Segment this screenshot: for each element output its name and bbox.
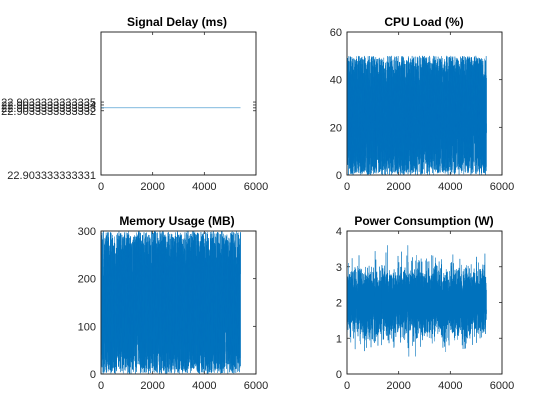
y-tick-label: 22.9033333333333 [1, 103, 96, 115]
y-tick-label: 20 [330, 122, 342, 134]
x-tick-label: 2000 [386, 181, 410, 193]
x-tick-label: 6000 [490, 380, 514, 392]
y-tick-label: 300 [78, 226, 96, 238]
x-tick-label: 2000 [386, 380, 410, 392]
y-tick-label: 4 [336, 226, 342, 238]
panel-power-consumption: Power Consumption (W) 0 2000 4000 6000 0 1 2 3 4 [336, 214, 514, 392]
axes-frame [100, 31, 257, 176]
x-tick-label: 6000 [244, 380, 268, 392]
axes-frame [346, 230, 503, 375]
x-tick-label: 2000 [140, 380, 164, 392]
axes-frame [346, 31, 503, 176]
series-line [100, 230, 241, 375]
y-tick-label: 2 [336, 298, 342, 310]
x-tick-label: 4000 [438, 380, 462, 392]
x-tick-label: 4000 [192, 181, 216, 193]
y-tick-label: 22.9033333333332 [1, 106, 96, 118]
y-tick-label: 0 [90, 369, 96, 381]
x-tick-label: 0 [344, 380, 350, 392]
y-tick-label: 0 [336, 369, 342, 381]
chart-title: CPU Load (%) [384, 15, 463, 29]
y-tick-label: 40 [330, 75, 342, 87]
x-tick-label: 4000 [192, 380, 216, 392]
y-tick-label: 1 [336, 333, 342, 345]
y-tick-label: 60 [330, 27, 342, 39]
chart-title: Memory Usage (MB) [119, 214, 234, 228]
y-tick-label: 3 [336, 262, 342, 274]
x-tick-label: 0 [98, 380, 104, 392]
y-tick-label: 100 [78, 321, 96, 333]
x-tick-label: 6000 [244, 181, 268, 193]
panel-cpu-load: CPU Load (%) 0 2000 4000 6000 0 20 40 60 [330, 15, 514, 193]
x-tick-label: 4000 [438, 181, 462, 193]
x-tick-label: 2000 [140, 181, 164, 193]
chart-title: Signal Delay (ms) [127, 15, 227, 29]
x-tick-label: 6000 [490, 181, 514, 193]
series-line [346, 55, 487, 176]
axes-frame [100, 230, 257, 375]
plot-area [100, 31, 257, 176]
y-tick-label: 22.9033333333335 [1, 97, 96, 109]
chart-title: Power Consumption (W) [354, 214, 493, 228]
y-tick-label: 0 [336, 170, 342, 182]
series-line [346, 245, 487, 357]
y-tick-label: 22.9033333333334 [1, 100, 96, 112]
x-tick-label: 0 [344, 181, 350, 193]
y-tick-label: 200 [78, 274, 96, 286]
x-tick-label: 0 [98, 181, 104, 193]
panel-signal-delay: Signal Delay (ms) 0 2000 4000 6000 22.903333… [1, 15, 268, 193]
panel-memory-usage: Memory Usage (MB) 0 2000 4000 6000 0 100 200 30… [78, 214, 269, 392]
y-tick-label: 22.903333333331 [7, 170, 96, 182]
